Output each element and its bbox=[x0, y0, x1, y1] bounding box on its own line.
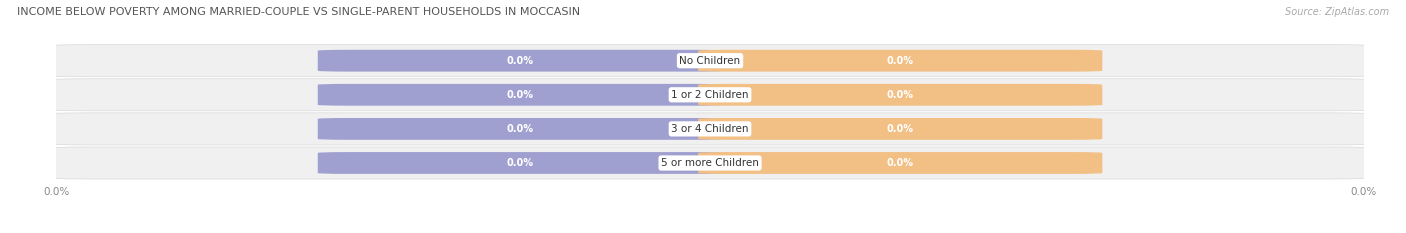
FancyBboxPatch shape bbox=[318, 50, 721, 72]
Text: 0.0%: 0.0% bbox=[506, 56, 533, 66]
FancyBboxPatch shape bbox=[45, 45, 1375, 77]
Text: INCOME BELOW POVERTY AMONG MARRIED-COUPLE VS SINGLE-PARENT HOUSEHOLDS IN MOCCASI: INCOME BELOW POVERTY AMONG MARRIED-COUPL… bbox=[17, 7, 581, 17]
FancyBboxPatch shape bbox=[45, 79, 1375, 111]
FancyBboxPatch shape bbox=[45, 147, 1375, 179]
Text: 0.0%: 0.0% bbox=[506, 124, 533, 134]
FancyBboxPatch shape bbox=[45, 113, 1375, 145]
Text: Source: ZipAtlas.com: Source: ZipAtlas.com bbox=[1285, 7, 1389, 17]
FancyBboxPatch shape bbox=[699, 152, 1102, 174]
FancyBboxPatch shape bbox=[699, 118, 1102, 140]
Text: 5 or more Children: 5 or more Children bbox=[661, 158, 759, 168]
FancyBboxPatch shape bbox=[318, 152, 721, 174]
Text: 0.0%: 0.0% bbox=[506, 90, 533, 100]
FancyBboxPatch shape bbox=[699, 84, 1102, 106]
Text: No Children: No Children bbox=[679, 56, 741, 66]
Text: 0.0%: 0.0% bbox=[887, 158, 914, 168]
Text: 3 or 4 Children: 3 or 4 Children bbox=[671, 124, 749, 134]
FancyBboxPatch shape bbox=[318, 84, 721, 106]
Text: 0.0%: 0.0% bbox=[506, 158, 533, 168]
FancyBboxPatch shape bbox=[699, 50, 1102, 72]
Text: 1 or 2 Children: 1 or 2 Children bbox=[671, 90, 749, 100]
Text: 0.0%: 0.0% bbox=[887, 56, 914, 66]
FancyBboxPatch shape bbox=[318, 118, 721, 140]
Text: 0.0%: 0.0% bbox=[887, 124, 914, 134]
Text: 0.0%: 0.0% bbox=[887, 90, 914, 100]
